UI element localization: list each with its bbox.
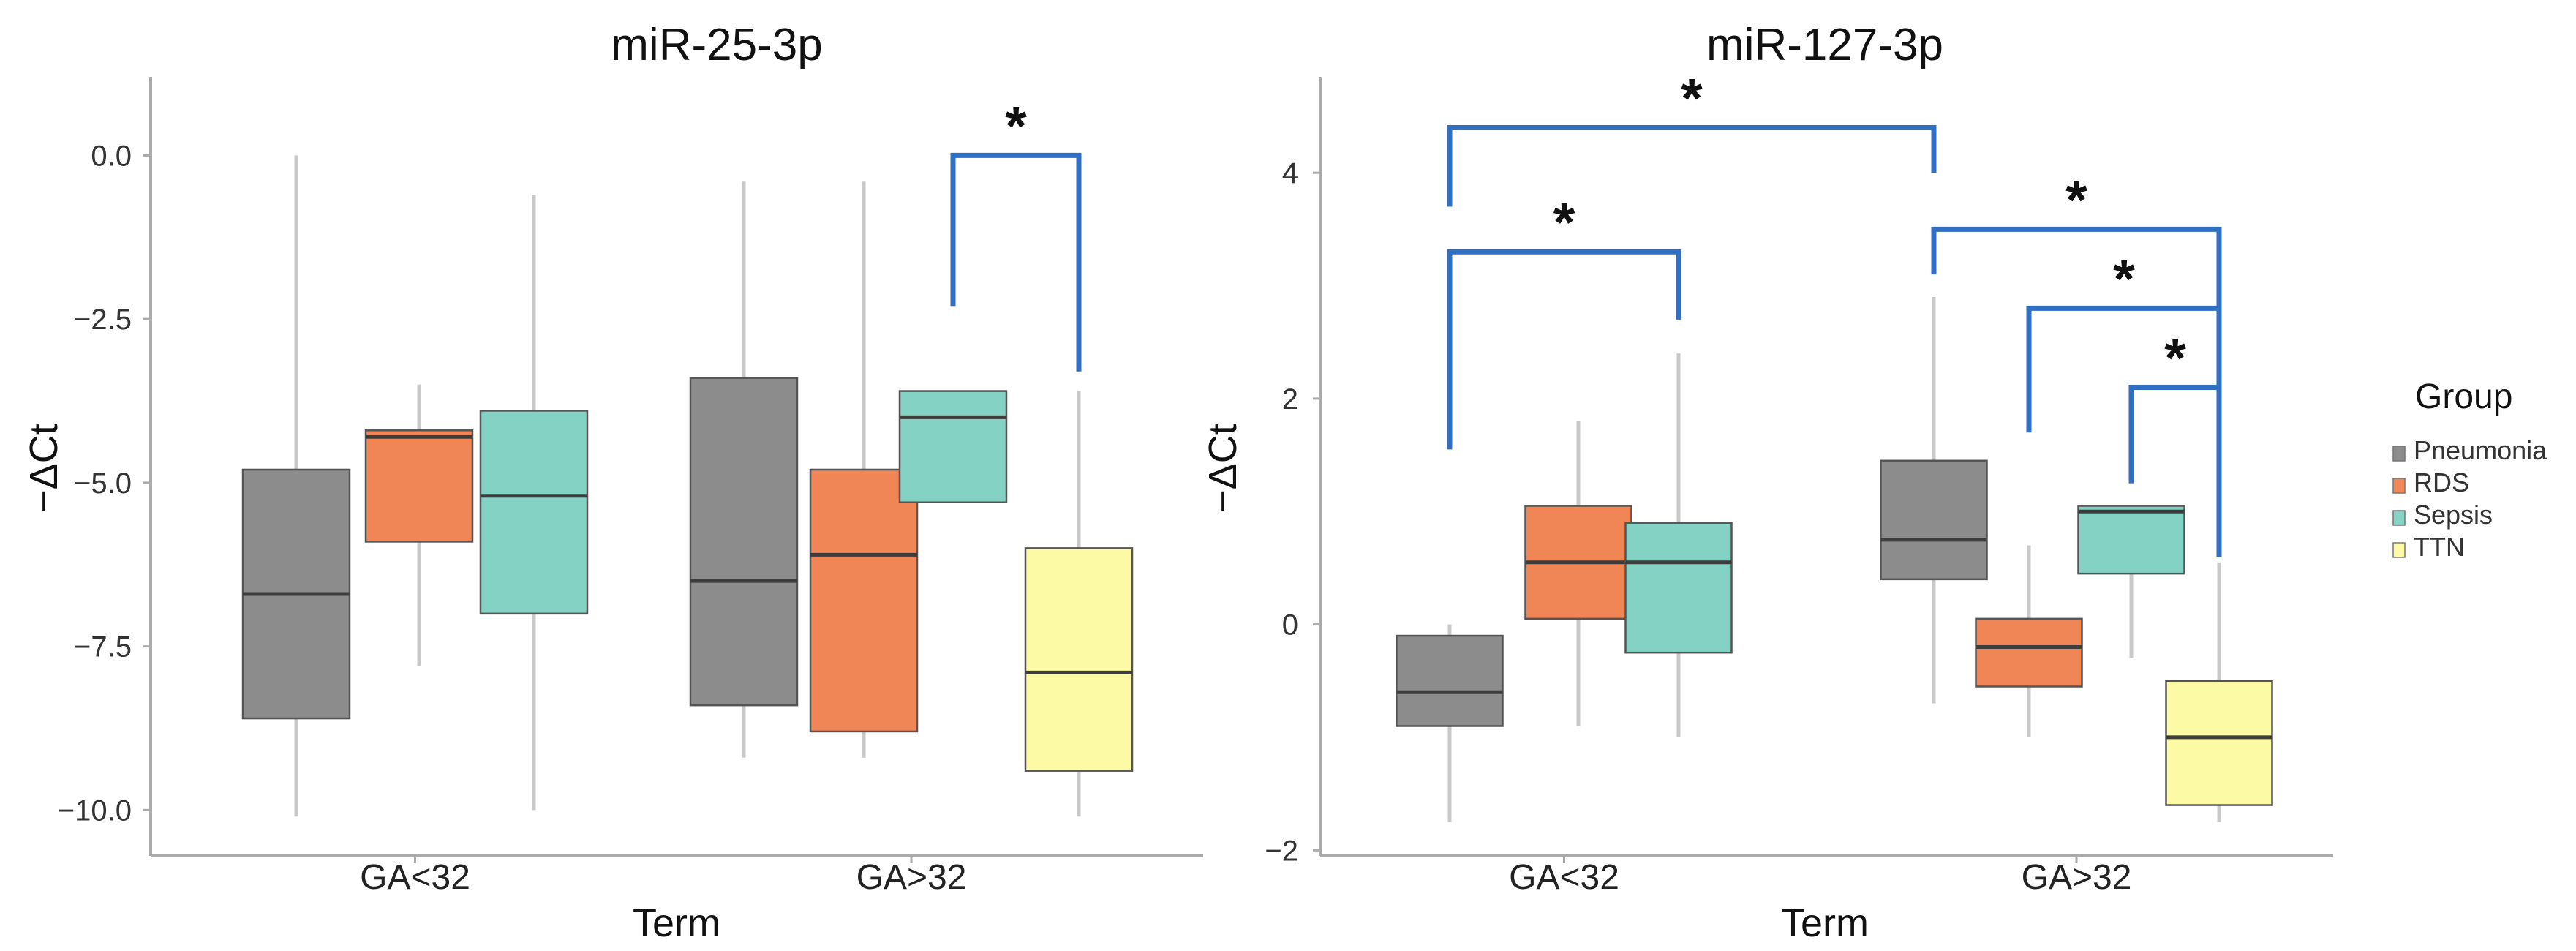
box-iqr [1880, 459, 1988, 581]
box-ga-32-sepsis [2077, 505, 2185, 658]
chart-title: miR-127-3p [1706, 20, 1943, 70]
x-tick-label: GA<32 [360, 858, 470, 897]
box-ga-32-pneumonia [241, 155, 351, 817]
x-axis-title: Term [1781, 901, 1869, 945]
legend-swatch [2392, 510, 2406, 526]
legend-label: RDS [2414, 467, 2469, 497]
significance-marker: * [1553, 192, 1575, 254]
legend-swatch [2392, 446, 2406, 462]
bracket-line [1447, 249, 1681, 450]
box-iqr [1975, 617, 2083, 688]
y-tick-label: 0.0 [91, 140, 132, 172]
significance-brackets: * * * * * [1447, 67, 2222, 557]
significance-bracket: * [950, 95, 1082, 372]
box-iqr [2077, 505, 2185, 575]
significance-marker: * [1681, 67, 1703, 129]
significance-marker: * [2113, 248, 2135, 310]
significance-brackets: * [950, 95, 1082, 372]
y-tick-label: 4 [1282, 157, 1298, 189]
box-series [1396, 296, 2273, 822]
y-axis-title: −ΔCt [22, 424, 66, 513]
panel-mir-127-3p: miR-127-3p 4 2 0 −2 GA<32 GA>32 * * * * * Term −… [1201, 20, 2333, 945]
panel-mir-25-3p: miR-25-3p 0.0 −2.5 −5.0 −7.5 −10.0 GA<32 GA>3… [22, 20, 1203, 945]
x-axis-title: Term [633, 901, 720, 945]
box-ga-32-rds [364, 384, 474, 666]
y-ticks: 4 2 0 −2 [1265, 157, 1320, 867]
chart-title: miR-25-3p [611, 20, 822, 70]
box-ga-32-rds [1524, 421, 1632, 726]
box-ga-32-sepsis [898, 390, 1008, 503]
significance-bracket: * [1447, 67, 1937, 207]
y-tick-label: −7.5 [74, 631, 132, 664]
box-iqr [689, 377, 799, 707]
legend-swatch [2392, 542, 2406, 558]
x-ticks: GA<32 GA>32 [1509, 856, 2131, 897]
y-tick-label: 2 [1282, 383, 1298, 416]
box-iqr [1396, 634, 1504, 727]
significance-marker: * [2164, 327, 2186, 389]
significance-marker: * [2065, 169, 2087, 231]
significance-bracket: * [1447, 192, 1681, 450]
y-tick-label: 0 [1282, 609, 1298, 642]
box-ga-32-pneumonia [689, 181, 799, 758]
box-iqr [364, 429, 474, 543]
box-iqr [479, 410, 589, 615]
x-tick-label: GA>32 [2022, 858, 2132, 897]
box-iqr [809, 468, 919, 733]
bracket-line [2128, 384, 2222, 557]
legend-item-pneumonia: Pneumonia [2392, 435, 2547, 465]
box-ga-32-sepsis [479, 195, 589, 811]
box-iqr [1024, 547, 1134, 772]
box-ga-32-rds [809, 181, 919, 758]
legend-item-sepsis: Sepsis [2392, 500, 2493, 530]
box-iqr [2165, 680, 2273, 806]
x-tick-label: GA<32 [1509, 858, 1619, 897]
x-tick-label: GA>32 [856, 858, 967, 897]
box-ga-32-ttn [1024, 391, 1134, 817]
legend-swatch [2392, 478, 2406, 494]
significance-bracket: * [2128, 327, 2222, 557]
box-ga-32-ttn [2165, 562, 2273, 822]
bracket-line [950, 152, 1082, 372]
bracket-line [1447, 124, 1937, 207]
box-iqr [898, 390, 1008, 503]
legend-label: Sepsis [2414, 500, 2493, 530]
y-tick-label: −10.0 [58, 794, 132, 827]
box-ga-32-pneumonia [1880, 296, 1988, 704]
y-tick-label: −5.0 [74, 467, 132, 500]
significance-marker: * [1005, 95, 1027, 157]
legend-label: TTN [2414, 532, 2465, 562]
box-iqr [1624, 522, 1733, 654]
box-series [241, 155, 1134, 817]
y-tick-label: −2 [1265, 835, 1298, 867]
legend-item-ttn: TTN [2392, 532, 2465, 562]
y-ticks: 0.0 −2.5 −5.0 −7.5 −10.0 [58, 140, 151, 827]
legend-label: Pneumonia [2414, 435, 2547, 465]
legend-title: Group [2415, 377, 2512, 416]
box-ga-32-sepsis [1624, 353, 1733, 737]
y-tick-label: −2.5 [74, 304, 132, 336]
box-ga-32-pneumonia [1396, 624, 1504, 822]
legend-item-rds: RDS [2392, 467, 2469, 497]
x-ticks: GA<32 GA>32 [360, 856, 966, 897]
box-ga-32-rds [1975, 545, 2083, 737]
y-axis-title: −ΔCt [1201, 424, 1245, 513]
